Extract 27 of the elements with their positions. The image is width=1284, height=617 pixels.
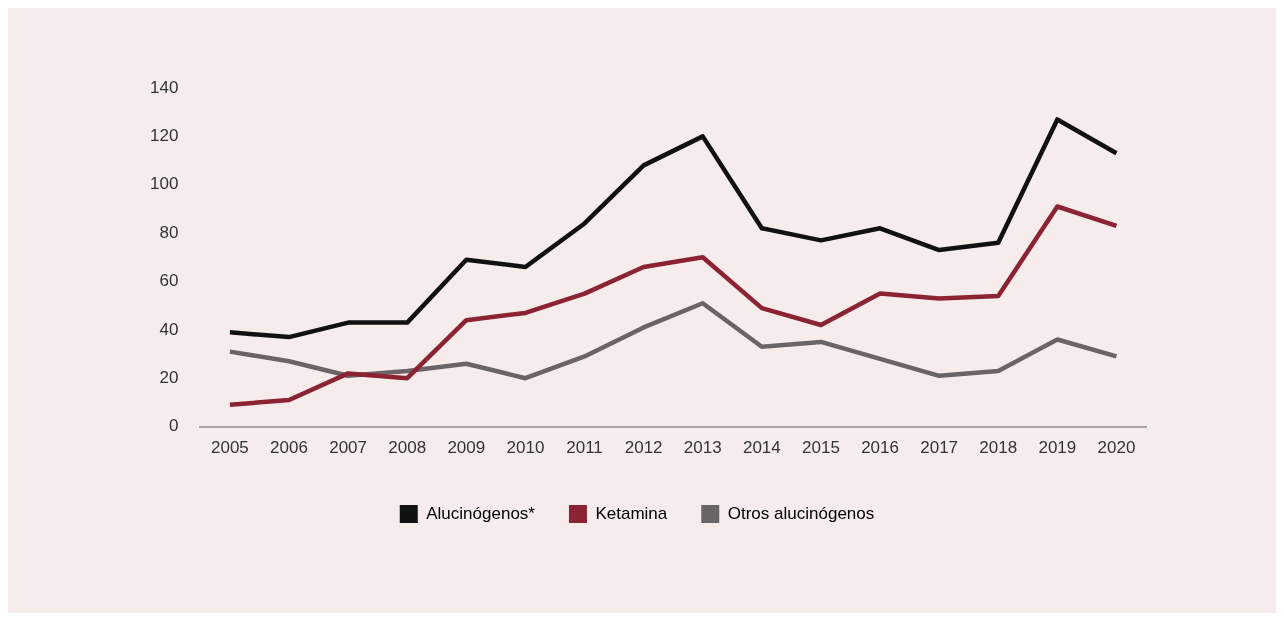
y-tick-label: 40 [159, 319, 179, 339]
y-tick-label: 120 [149, 126, 179, 146]
legend-label: Otros alucinógenos [727, 503, 875, 523]
x-tick-label: 2012 [624, 438, 663, 458]
x-tick-label: 2005 [211, 438, 249, 458]
x-tick-label: 2016 [861, 438, 899, 458]
y-tick-label: 20 [159, 367, 179, 387]
x-tick-label: 2020 [1097, 438, 1136, 458]
x-tick-label: 2006 [270, 438, 308, 458]
y-tick-label: 0 [168, 416, 179, 436]
x-tick-label: 2013 [683, 438, 722, 458]
y-tick-label: 140 [149, 77, 179, 97]
legend-label: Alucinógenos* [426, 503, 536, 523]
x-tick-label: 2011 [566, 438, 603, 458]
y-tick-label: 100 [149, 174, 179, 194]
x-tick-label: 2017 [920, 438, 959, 458]
x-tick-label: 2007 [329, 438, 368, 458]
x-tick-label: 2009 [447, 438, 486, 458]
x-tick-label: 2018 [979, 438, 1018, 458]
legend-label: Ketamina [595, 503, 668, 523]
x-tick-label: 2015 [802, 438, 840, 458]
y-tick-label: 80 [159, 222, 179, 242]
x-tick-label: 2008 [388, 438, 427, 458]
x-tick-label: 2014 [742, 438, 781, 458]
x-tick-label: 2010 [506, 438, 545, 458]
x-tick-label: 2019 [1038, 438, 1077, 458]
y-tick-label: 60 [159, 271, 179, 291]
